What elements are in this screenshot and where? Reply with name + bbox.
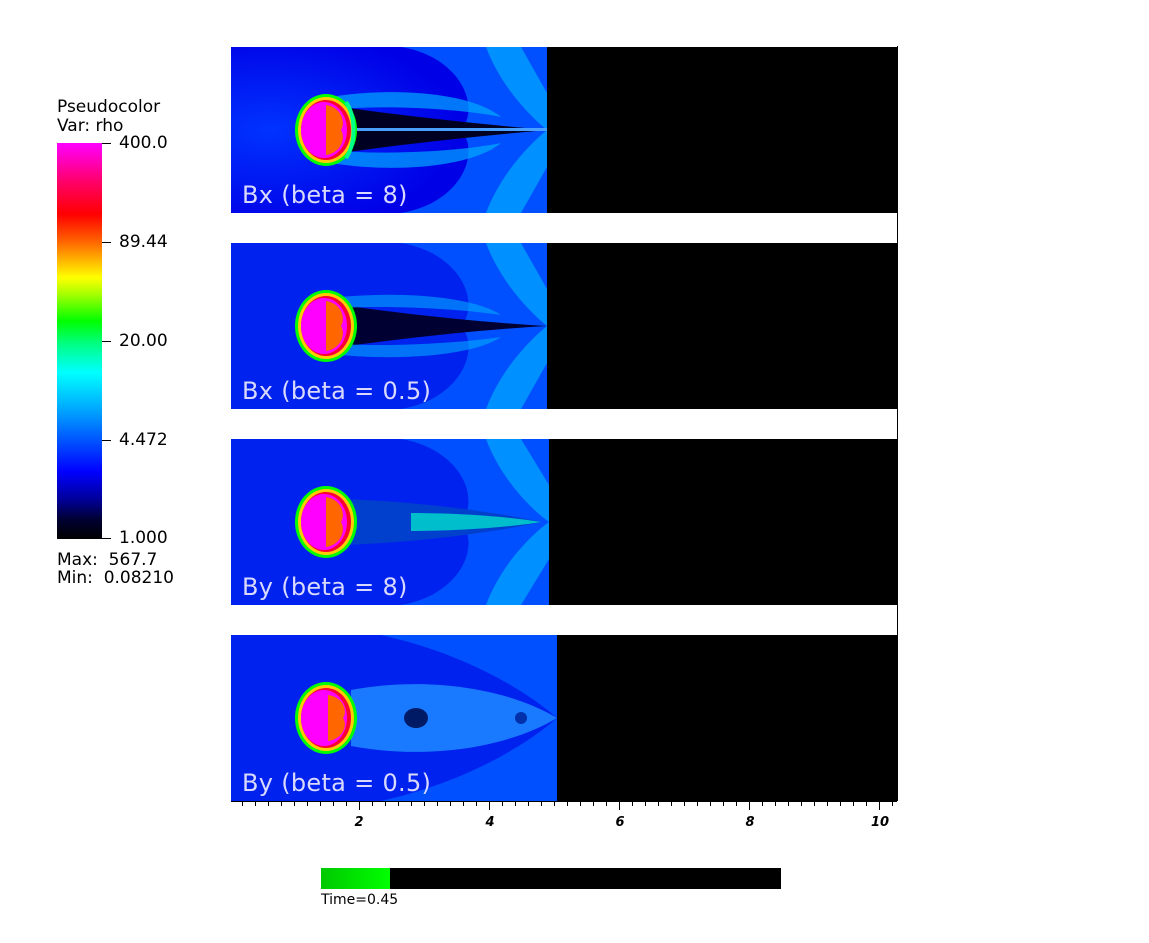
x-tick-mark — [463, 801, 464, 806]
x-tick-mark — [697, 801, 698, 806]
x-tick-mark — [645, 801, 646, 806]
x-tick-mark — [359, 801, 360, 810]
panel-by-beta-0-5: By (beta = 0.5) — [231, 635, 897, 801]
x-tick-label: 2 — [354, 815, 364, 830]
x-tick-mark — [255, 801, 256, 806]
x-tick-mark — [684, 801, 685, 806]
time-label: Time=0.45 — [321, 892, 399, 908]
x-tick-mark — [320, 801, 321, 806]
x-tick-mark — [788, 801, 789, 806]
x-tick-mark — [307, 801, 308, 806]
density-field — [231, 439, 897, 605]
colorbar-label: 4.472 — [119, 430, 168, 450]
x-tick-mark — [541, 801, 542, 806]
density-field — [231, 635, 897, 801]
x-tick-mark — [749, 801, 750, 810]
x-tick-mark — [567, 801, 568, 806]
x-tick-label: 4 — [485, 815, 495, 830]
plot-frame — [230, 46, 898, 801]
x-tick-mark — [840, 801, 841, 806]
x-tick-mark — [866, 801, 867, 806]
colorbar-label: 400.0 — [119, 133, 168, 153]
x-tick-mark — [762, 801, 763, 806]
panel-label: By (beta = 8) — [242, 573, 408, 601]
x-tick-mark — [489, 801, 490, 810]
time-progress-bar — [321, 868, 781, 889]
x-tick-mark — [242, 801, 243, 806]
legend-title-line1: Pseudocolor — [57, 97, 161, 117]
x-tick-mark — [658, 801, 659, 806]
x-tick-mark — [775, 801, 776, 806]
panel-by-beta-8: By (beta = 8) — [231, 439, 897, 605]
colorbar-tick — [102, 143, 111, 144]
x-tick-mark — [294, 801, 295, 806]
x-tick-mark — [346, 801, 347, 806]
x-tick-mark — [268, 801, 269, 806]
x-tick-mark — [814, 801, 815, 806]
x-tick-label: 10 — [870, 815, 890, 830]
x-tick-label: 6 — [615, 815, 625, 830]
x-tick-mark — [892, 801, 893, 806]
x-tick-mark — [632, 801, 633, 806]
density-field — [231, 47, 897, 213]
x-tick-mark — [879, 801, 880, 810]
max-value: Max: 567.7 — [57, 550, 158, 570]
x-tick-mark — [801, 801, 802, 806]
x-tick-mark — [502, 801, 503, 806]
x-tick-mark — [333, 801, 334, 806]
x-tick-mark — [476, 801, 477, 806]
panel-label: Bx (beta = 8) — [242, 181, 408, 209]
legend-stats: Max: 567.7 Min: 0.08210 — [57, 551, 174, 587]
colorbar-tick — [102, 242, 111, 243]
colorbar-tick — [102, 538, 111, 539]
x-tick-mark — [723, 801, 724, 806]
x-axis — [231, 801, 897, 802]
density-field — [231, 243, 897, 409]
colorbar-label: 89.44 — [119, 232, 168, 252]
x-tick-mark — [450, 801, 451, 806]
time-progress-fill — [321, 868, 390, 889]
x-tick-mark — [554, 801, 555, 806]
colorbar-label: 20.00 — [119, 331, 168, 351]
panel-label: Bx (beta = 0.5) — [242, 377, 432, 405]
x-tick-mark — [606, 801, 607, 806]
x-tick-label: 8 — [745, 815, 755, 830]
panel-bx-beta-8: Bx (beta = 8) — [231, 47, 897, 213]
x-tick-mark — [437, 801, 438, 806]
x-tick-mark — [385, 801, 386, 806]
colorbar-tick — [102, 341, 111, 342]
x-tick-mark — [827, 801, 828, 806]
x-tick-mark — [736, 801, 737, 806]
colorbar-tick — [102, 440, 111, 441]
legend-variable: Var: rho — [57, 116, 124, 136]
x-tick-mark — [398, 801, 399, 806]
x-tick-mark — [671, 801, 672, 806]
x-tick-mark — [619, 801, 620, 810]
x-tick-mark — [411, 801, 412, 806]
x-tick-mark — [281, 801, 282, 806]
min-value: Min: 0.08210 — [57, 568, 174, 588]
x-tick-mark — [710, 801, 711, 806]
panel-label: By (beta = 0.5) — [242, 769, 432, 797]
x-tick-mark — [372, 801, 373, 806]
colorbar-label: 1.000 — [119, 528, 168, 548]
x-tick-mark — [424, 801, 425, 806]
legend-title: Pseudocolor Var: rho — [57, 98, 160, 136]
x-tick-mark — [580, 801, 581, 806]
x-tick-mark — [528, 801, 529, 806]
colorbar — [57, 143, 102, 539]
x-tick-mark — [593, 801, 594, 806]
x-tick-mark — [853, 801, 854, 806]
x-tick-mark — [515, 801, 516, 806]
panel-bx-beta-0-5: Bx (beta = 0.5) — [231, 243, 897, 409]
